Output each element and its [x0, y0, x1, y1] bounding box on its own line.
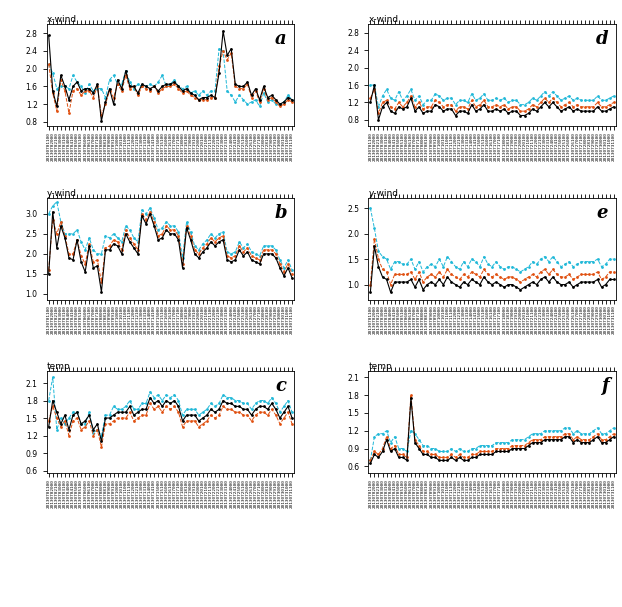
Text: d: d	[596, 30, 608, 49]
Text: e: e	[597, 204, 608, 222]
Text: c: c	[276, 378, 287, 396]
Text: f: f	[601, 378, 608, 396]
Text: y-wind: y-wind	[368, 189, 398, 198]
Text: temp: temp	[47, 362, 70, 371]
Text: x-wind: x-wind	[47, 15, 77, 24]
Text: a: a	[275, 30, 287, 49]
Text: y-wind: y-wind	[47, 189, 77, 198]
Text: x-wind: x-wind	[368, 15, 399, 24]
Text: b: b	[274, 204, 287, 222]
Text: temp: temp	[368, 362, 392, 371]
